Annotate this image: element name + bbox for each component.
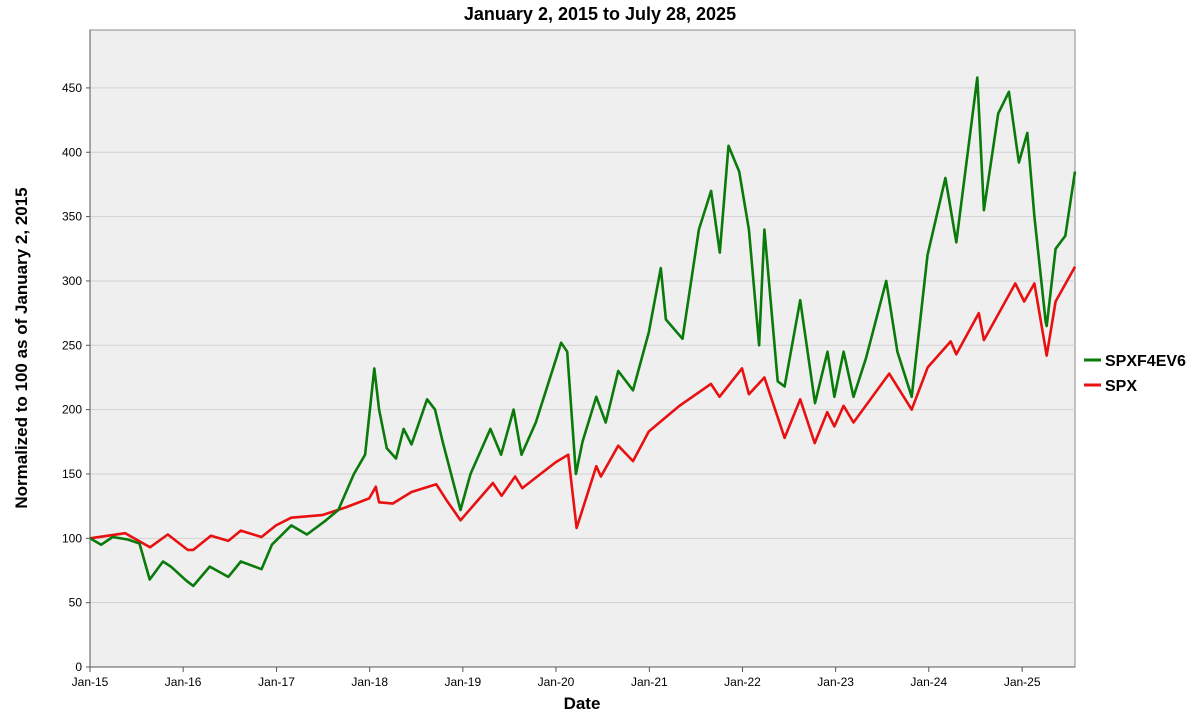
legend-label: SPX xyxy=(1105,378,1137,395)
x-tick-label: Jan-24 xyxy=(910,675,947,689)
y-tick-label: 0 xyxy=(75,660,82,674)
x-tick-label: Jan-25 xyxy=(1004,675,1041,689)
x-axis-label: Date xyxy=(564,694,601,713)
y-axis-ticks: 0 50 100 150 200 250 300 350 400 450 xyxy=(62,81,90,674)
legend: SPXF4EV6 SPX xyxy=(1084,353,1186,395)
y-tick-label: 200 xyxy=(62,403,82,417)
series-layer xyxy=(89,76,1077,588)
x-axis-ticks: Jan-15 Jan-16 Jan-17 Jan-18 Jan-19 Jan-20 Jan-… xyxy=(72,667,1041,689)
gridlines xyxy=(90,87,1075,604)
y-axis-label: Normalized to 100 as of January 2, 2015 xyxy=(12,187,31,508)
y-tick-label: 250 xyxy=(62,338,82,352)
chart-title: January 2, 2015 to July 28, 2025 xyxy=(464,4,736,24)
y-tick-label: 450 xyxy=(62,81,82,95)
y-tick-label: 350 xyxy=(62,210,82,224)
x-tick-label: Jan-21 xyxy=(631,675,668,689)
x-tick-label: Jan-19 xyxy=(444,675,481,689)
y-tick-label: 100 xyxy=(62,531,82,545)
x-tick-label: Jan-23 xyxy=(817,675,854,689)
x-tick-label: Jan-18 xyxy=(351,675,388,689)
y-tick-label: 50 xyxy=(69,596,83,610)
x-tick-label: Jan-22 xyxy=(724,675,761,689)
y-tick-label: 300 xyxy=(62,274,82,288)
y-tick-label: 150 xyxy=(62,467,82,481)
x-tick-label: Jan-20 xyxy=(538,675,575,689)
plot-area xyxy=(89,29,1076,668)
y-tick-label: 400 xyxy=(62,145,82,159)
x-tick-label: Jan-17 xyxy=(258,675,295,689)
series-line-spx xyxy=(89,266,1077,552)
x-tick-label: Jan-16 xyxy=(165,675,202,689)
legend-label: SPXF4EV6 xyxy=(1105,353,1186,370)
x-tick-label: Jan-15 xyxy=(72,675,109,689)
series-line-spxf4ev6 xyxy=(89,76,1077,588)
